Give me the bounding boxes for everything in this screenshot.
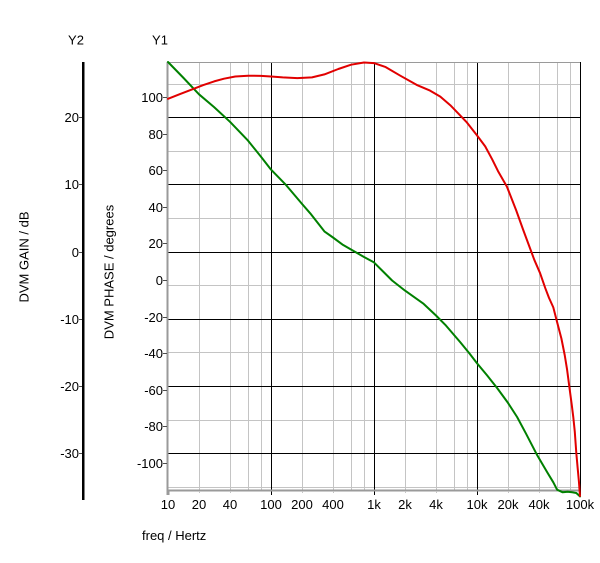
y2-axis-header: Y2: [68, 32, 84, 48]
y1-tick-label: 60: [149, 163, 163, 178]
y1-tick-label: -60: [144, 383, 163, 398]
y1-tick-label: 80: [149, 127, 163, 142]
gain-curve[interactable]: [167, 61, 581, 498]
y2-tick-label: 0: [72, 245, 79, 260]
y1-tick-label: 0: [156, 273, 163, 288]
x-tick-label: 20: [192, 497, 206, 512]
phase-curve[interactable]: [167, 61, 581, 497]
x-tick-label: 200: [291, 497, 313, 512]
y1-tick-label: -100: [137, 456, 163, 471]
x-axis-title: freq / Hertz: [142, 528, 207, 543]
x-tick-label: 10k: [467, 497, 488, 512]
x-tick-label: 20k: [498, 497, 519, 512]
y1-tick-label: -80: [144, 419, 163, 434]
y1-tick-label: 100: [141, 90, 163, 105]
x-tick-label: 100k: [566, 497, 595, 512]
x-tick-label: 4k: [429, 497, 443, 512]
y2-tick-label: -30: [60, 446, 79, 461]
y1-tick-label: 20: [149, 236, 163, 251]
x-tick-label: 40: [223, 497, 237, 512]
x-tick-label: 1k: [367, 497, 381, 512]
y2-tick-label: 20: [65, 110, 79, 125]
y2-tick-label: -10: [60, 312, 79, 327]
y1-axis-header: Y1: [152, 32, 168, 48]
x-tick-label: 40k: [529, 497, 550, 512]
y2-tick-label: -20: [60, 379, 79, 394]
x-tick-label: 2k: [398, 497, 412, 512]
y2-tick-label: 10: [65, 177, 79, 192]
y1-tick-label: -40: [144, 346, 163, 361]
x-tick-label: 400: [322, 497, 344, 512]
y1-tick-label: -20: [144, 310, 163, 325]
y1-tick-label: 40: [149, 200, 163, 215]
x-tick-label: 10: [161, 497, 175, 512]
x-tick-label: 100: [260, 497, 282, 512]
